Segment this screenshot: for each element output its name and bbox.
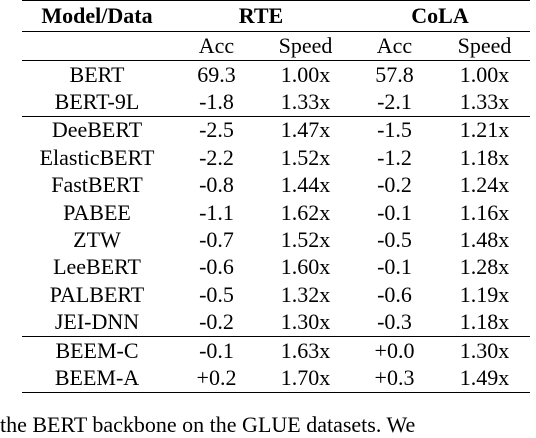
model-name-cell: BERT (69, 61, 125, 87)
cola-speed-cell: 1.18x (459, 309, 510, 335)
cola-acc-cell: +0.0 (374, 337, 415, 363)
rte-acc-cell: -2.2 (199, 144, 234, 170)
model-name-cell: BERT-9L (54, 89, 140, 115)
cola-speed-cell: 1.24x (459, 172, 510, 198)
table-row: BERT 69.3 1.00x 57.8 1.00x (22, 60, 530, 89)
rte-speed-cell: 1.52x (280, 144, 331, 170)
model-name-cell: JEI-DNN (54, 309, 140, 335)
model-name-cell: DeeBERT (51, 117, 143, 143)
cola-group-header: CoLA (350, 0, 530, 32)
rte-speed-cell: 1.44x (280, 172, 331, 198)
cola-acc-cell: -0.1 (377, 199, 412, 225)
rte-speed-cell: 1.63x (280, 337, 331, 363)
rte-acc-cell: -0.7 (199, 227, 234, 253)
rte-acc-cell: +0.2 (196, 364, 237, 390)
cola-speed-cell: 1.16x (459, 199, 510, 225)
cola-acc-cell: -0.2 (377, 172, 412, 198)
table-row: DeeBERT -2.5 1.47x -1.5 1.21x (22, 116, 530, 144)
rte-acc-cell: -0.1 (199, 337, 234, 363)
cola-acc-cell: -1.2 (377, 144, 412, 170)
rte-speed-cell: 1.00x (280, 61, 331, 87)
model-name-cell: ZTW (73, 227, 121, 253)
rte-speed-header: Speed (278, 33, 333, 58)
table-row: BERT-9L -1.8 1.33x -2.1 1.33x (22, 88, 530, 116)
cola-speed-cell: 1.18x (459, 144, 510, 170)
model-name-cell: ElasticBERT (39, 144, 155, 170)
cola-acc-cell: -0.3 (377, 309, 412, 335)
cola-acc-cell: +0.3 (374, 364, 415, 390)
cola-acc-cell: -0.6 (377, 281, 412, 307)
model-column-header: Model/Data (22, 0, 172, 32)
model-name-cell: LeeBERT (53, 254, 141, 280)
rte-acc-cell: 69.3 (197, 61, 236, 87)
rte-acc-cell: -1.1 (199, 199, 234, 225)
cola-acc-cell: 57.8 (375, 61, 414, 87)
table-row: JEI-DNN -0.2 1.30x -0.3 1.18x (22, 309, 530, 337)
cola-speed-cell: 1.28x (459, 254, 510, 280)
table-row: PALBERT -0.5 1.32x -0.6 1.19x (22, 281, 530, 308)
rte-speed-cell: 1.70x (280, 364, 331, 390)
cola-speed-cell: 1.49x (459, 364, 510, 390)
rte-acc-cell: -0.5 (199, 281, 234, 307)
rte-acc-cell: -0.2 (199, 309, 234, 335)
cola-speed-cell: 1.21x (459, 117, 510, 143)
model-name-cell: BEEM-C (55, 337, 139, 363)
rte-speed-cell: 1.62x (280, 199, 331, 225)
rte-speed-cell: 1.33x (280, 89, 331, 115)
cola-speed-cell: 1.48x (459, 227, 510, 253)
cola-speed-cell: 1.19x (459, 281, 510, 307)
cola-acc-cell: -2.1 (377, 89, 412, 115)
rte-speed-cell: 1.47x (280, 117, 331, 143)
cola-acc-cell: -1.5 (377, 117, 412, 143)
rte-acc-cell: -0.8 (199, 172, 234, 198)
cola-speed-header: Speed (457, 33, 512, 58)
cola-speed-cell: 1.33x (459, 89, 510, 115)
cola-acc-header: Acc (376, 33, 413, 58)
rte-speed-cell: 1.60x (280, 254, 331, 280)
model-subheader-empty (22, 32, 172, 61)
rte-acc-cell: -0.6 (199, 254, 234, 280)
rte-acc-header: Acc (198, 33, 235, 58)
rte-speed-cell: 1.30x (280, 309, 331, 335)
rte-group-header: RTE (172, 0, 350, 32)
rte-acc-cell: -1.8 (199, 89, 234, 115)
rte-speed-cell: 1.32x (280, 281, 331, 307)
table-row: FastBERT -0.8 1.44x -0.2 1.24x (22, 172, 530, 199)
table-metric-row: Acc Speed Acc Speed (22, 32, 530, 61)
cola-acc-cell: -0.1 (377, 254, 412, 280)
cola-acc-cell: -0.5 (377, 227, 412, 253)
table-row: LeeBERT -0.6 1.60x -0.1 1.28x (22, 254, 530, 281)
table-row: ZTW -0.7 1.52x -0.5 1.48x (22, 226, 530, 253)
caption-fragment: the BERT backbone on the GLUE datasets. … (0, 412, 416, 437)
cola-speed-cell: 1.00x (459, 61, 510, 87)
table-row: BEEM-C -0.1 1.63x +0.0 1.30x (22, 336, 530, 364)
rte-speed-cell: 1.52x (280, 227, 331, 253)
model-name-cell: PALBERT (49, 281, 145, 307)
model-name-cell: FastBERT (51, 172, 143, 198)
model-name-cell: BEEM-A (54, 364, 140, 390)
table-row: PABEE -1.1 1.62x -0.1 1.16x (22, 199, 530, 226)
rte-acc-cell: -2.5 (199, 117, 234, 143)
cola-speed-cell: 1.30x (459, 337, 510, 363)
table-body: BERT 69.3 1.00x 57.8 1.00x BERT-9L -1.8 1.33x -2… (22, 60, 530, 393)
model-name-cell: PABEE (63, 199, 131, 225)
table-row: BEEM-A +0.2 1.70x +0.3 1.49x (22, 364, 530, 393)
table-row: ElasticBERT -2.2 1.52x -1.2 1.18x (22, 144, 530, 171)
results-table: Model/Data RTE CoLA Acc Speed Acc Speed … (22, 0, 530, 393)
table-header-row: Model/Data RTE CoLA (22, 0, 530, 32)
